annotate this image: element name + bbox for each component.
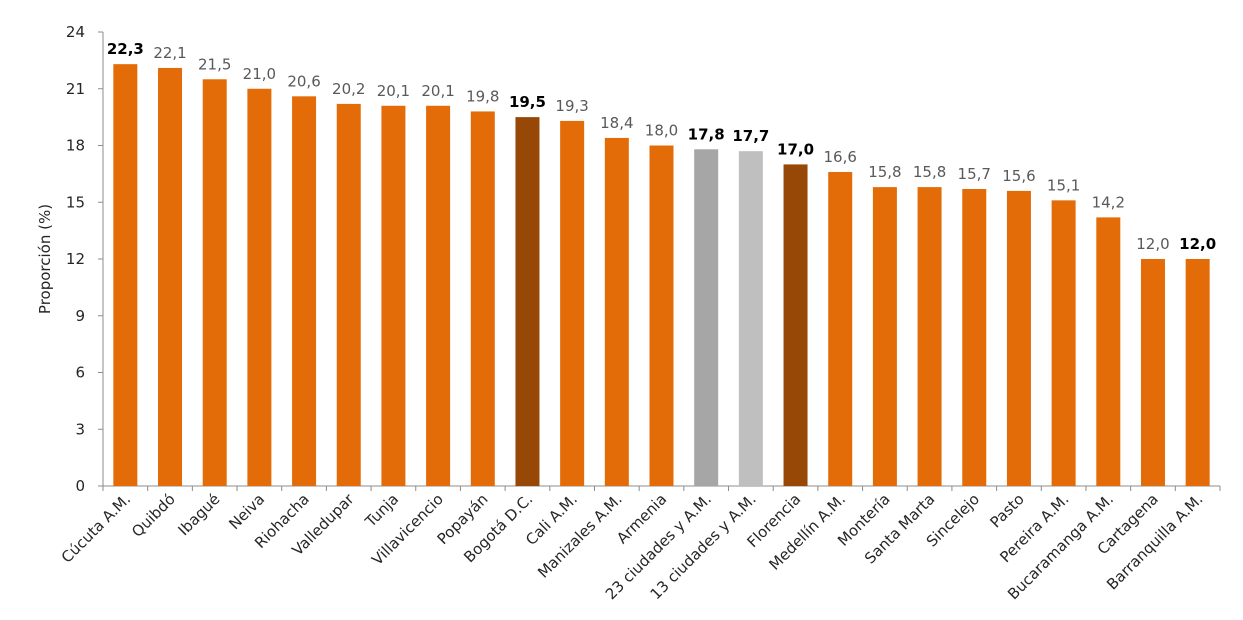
value-label: 14,2 [1092, 193, 1125, 211]
x-tick-label: Pasto [986, 490, 1027, 531]
bar [292, 96, 317, 487]
value-label: 17,7 [732, 127, 769, 145]
bar [828, 171, 853, 486]
value-label: 17,0 [777, 140, 814, 158]
value-label: 17,8 [688, 125, 725, 143]
value-label: 22,1 [153, 44, 186, 62]
value-label: 15,8 [913, 163, 946, 181]
bar [694, 149, 719, 487]
bar [113, 64, 138, 487]
bar [515, 117, 540, 486]
value-label: 21,0 [243, 65, 276, 83]
value-label: 12,0 [1179, 235, 1216, 253]
value-label: 15,7 [958, 165, 991, 183]
value-label: 22,3 [107, 40, 144, 58]
bar [1140, 259, 1165, 486]
bar [426, 105, 451, 487]
bar [738, 151, 763, 487]
bar [247, 88, 272, 486]
value-label: 12,0 [1136, 235, 1169, 253]
x-tick-label: Neiva [225, 490, 268, 533]
value-label: 18,4 [600, 114, 633, 132]
x-tick-label: Tunja [361, 490, 402, 531]
y-tick-label: 15 [66, 193, 85, 211]
bar [1185, 259, 1210, 486]
bar [783, 164, 808, 486]
y-tick-label: 3 [75, 420, 85, 438]
bar [1051, 200, 1076, 486]
bar [872, 187, 897, 486]
bar [158, 67, 183, 487]
y-tick-label: 6 [75, 364, 85, 382]
bar [202, 79, 227, 487]
bar [1096, 217, 1121, 486]
value-label: 21,5 [198, 55, 231, 73]
y-tick-label: 21 [66, 80, 85, 98]
value-label: 15,1 [1047, 176, 1080, 194]
value-label: 19,5 [509, 93, 546, 111]
bar [560, 120, 585, 487]
value-label: 20,6 [287, 72, 320, 90]
bar [381, 105, 406, 487]
bar [962, 189, 987, 486]
y-tick-label: 9 [75, 307, 85, 325]
y-tick-label: 0 [75, 477, 85, 495]
x-tick-label: Ibagué [174, 490, 223, 539]
bar [917, 187, 942, 486]
value-label: 15,8 [868, 163, 901, 181]
bar [1006, 190, 1031, 486]
value-label: 15,6 [1002, 167, 1035, 185]
value-label: 18,0 [645, 122, 678, 140]
x-tick-label: Cúcuta A.M. [58, 490, 134, 566]
value-label: 19,3 [555, 97, 588, 115]
bar [604, 137, 629, 486]
value-label: 20,1 [377, 82, 410, 100]
bar [649, 145, 674, 486]
y-tick-label: 12 [66, 250, 85, 268]
value-label: 20,1 [421, 82, 454, 100]
bar [336, 103, 361, 486]
y-tick-label: 24 [66, 23, 85, 41]
value-label: 20,2 [332, 80, 365, 98]
y-tick-label: 18 [66, 137, 85, 155]
y-axis-label: Proporción (%) [36, 204, 54, 314]
value-label: 16,6 [824, 148, 857, 166]
value-label: 19,8 [466, 87, 499, 105]
bar [470, 111, 495, 486]
x-tick-label: Quibdó [128, 490, 179, 541]
